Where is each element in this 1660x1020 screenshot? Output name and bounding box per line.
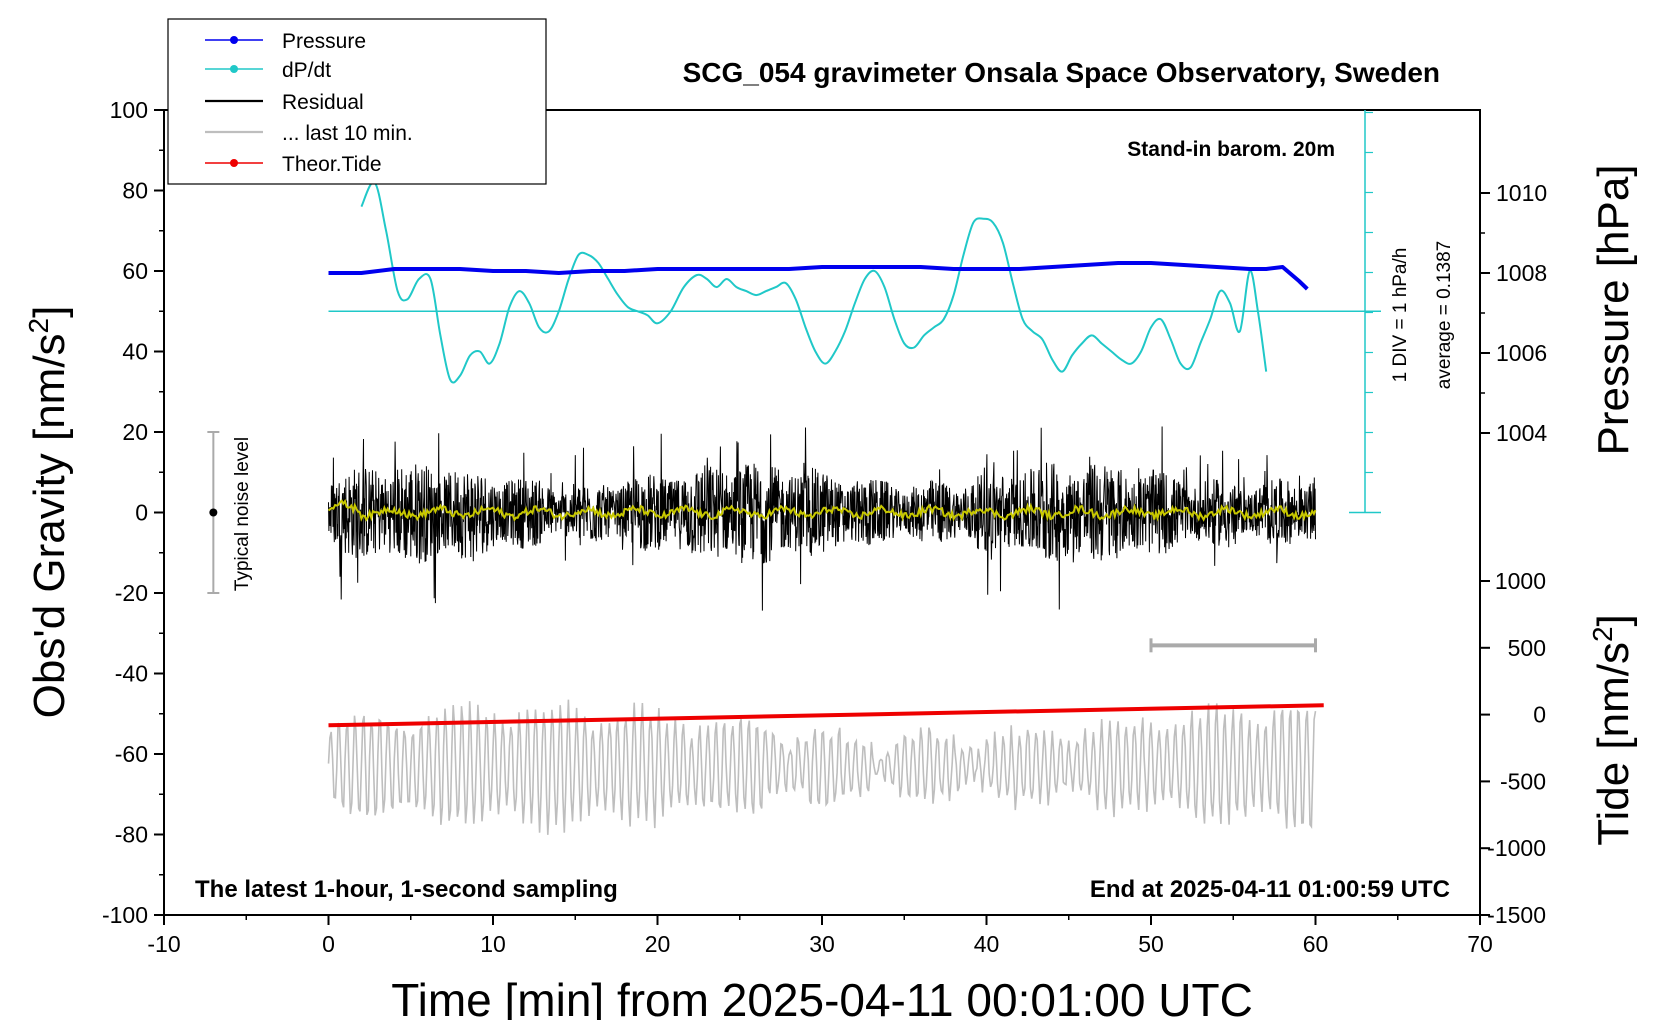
x-tick-label: 10 — [480, 931, 506, 957]
tide-axis-label-close: ] — [1589, 614, 1638, 626]
tide-tick-label: -500 — [1500, 768, 1546, 794]
x-tick-label: 0 — [322, 931, 335, 957]
tide-tick-label: -1500 — [1487, 902, 1546, 928]
left-axis-label-main: Obs'd Gravity [nm/s — [25, 333, 74, 718]
y-tick-label: -40 — [115, 661, 148, 687]
pressure-tick-label: 1010 — [1496, 180, 1547, 206]
y-tick-label: -100 — [102, 902, 148, 928]
residual-line — [328, 426, 1316, 611]
pressure-axis-label: Pressure [hPa] — [1589, 164, 1638, 455]
dpdt-scale — [328, 110, 1381, 514]
legend-last10-label: ... last 10 min. — [282, 122, 413, 145]
legend: Pressure dP/dt Residual ... last 10 min.… — [167, 18, 547, 185]
y-tick-label: 0 — [135, 500, 148, 526]
x-tick-label: 20 — [645, 931, 671, 957]
y-tick-label: 40 — [122, 339, 148, 365]
chart-marks — [207, 431, 1317, 653]
left-axis-label: Obs'd Gravity [nm/s2] — [23, 306, 74, 719]
x-tick-label: 60 — [1303, 931, 1329, 957]
y-tick-label: 20 — [122, 419, 148, 445]
tide-axis-label-main: Tide [nm/s — [1589, 642, 1638, 846]
left-axis-label-sup: 2 — [23, 318, 54, 334]
tide-series — [328, 703, 1324, 728]
pressure-tick-label: 1008 — [1496, 260, 1547, 286]
legend-pressure-label: Pressure — [282, 30, 366, 53]
sampling-note: The latest 1-hour, 1-second sampling — [195, 876, 618, 903]
x-tick-label: 50 — [1138, 931, 1164, 957]
pressure-tick-label: 1004 — [1496, 420, 1547, 446]
noise-level-label: Typical noise level — [232, 437, 253, 591]
legend-dpdt-label: dP/dt — [282, 59, 331, 82]
legend-pressure-mark-dot — [230, 36, 238, 44]
tide-tick-label: 500 — [1508, 635, 1546, 661]
y-tick-label: -20 — [115, 580, 148, 606]
legend-tide-label: Theor.Tide — [282, 153, 382, 176]
tide-axis-label-sup: 2 — [1587, 626, 1618, 642]
end-time-note: End at 2025-04-11 01:00:59 UTC — [1090, 876, 1450, 903]
legend-dpdt-mark-dot — [230, 65, 238, 73]
average-note: average = 0.1387 — [1434, 241, 1455, 389]
y-tick-label: 80 — [122, 178, 148, 204]
tide-line — [328, 703, 1324, 728]
x-tick-label: 70 — [1467, 931, 1493, 957]
dpdt-line — [360, 181, 1268, 384]
pressure-tick-label: 1006 — [1496, 340, 1547, 366]
legend-tide-mark-dot — [230, 159, 238, 167]
last10-series — [327, 699, 1317, 835]
smoothed-residual-line — [327, 498, 1317, 522]
x-tick-label: 40 — [974, 931, 1000, 957]
standin-barometer-note: Stand-in barom. 20m — [1127, 138, 1335, 161]
y-tick-label: 100 — [110, 97, 148, 123]
left-axis-label-close: ] — [25, 306, 74, 318]
x-axis-label: Time [min] from 2025-04-11 00:01:00 UTC — [391, 974, 1253, 1020]
last10-line — [327, 699, 1317, 835]
dpdt-series — [360, 181, 1268, 384]
noise-bar-dot — [209, 508, 218, 517]
y-tick-label: 60 — [122, 258, 148, 284]
x-tick-label: -10 — [147, 931, 180, 957]
residual-series — [327, 426, 1317, 611]
legend-residual-label: Residual — [282, 91, 364, 114]
pressure-line — [328, 261, 1309, 291]
tide-axis-label: Tide [nm/s2] — [1587, 614, 1638, 846]
axes: -10 0 10 20 30 40 50 60 70100806040200-20-40-60-… — [102, 97, 1547, 957]
tide-tick-label: 0 — [1533, 702, 1546, 728]
y-tick-label: -80 — [115, 822, 148, 848]
pressure-series — [328, 261, 1309, 291]
x-tick-label: 30 — [809, 931, 835, 957]
y-tick-label: -60 — [115, 741, 148, 767]
tide-tick-label: -1000 — [1487, 835, 1546, 861]
tide-tick-label: 1000 — [1495, 568, 1546, 594]
chart-title: SCG_054 gravimeter Onsala Space Observat… — [683, 57, 1440, 88]
div-scale-note: 1 DIV = 1 hPa/h — [1390, 248, 1411, 383]
